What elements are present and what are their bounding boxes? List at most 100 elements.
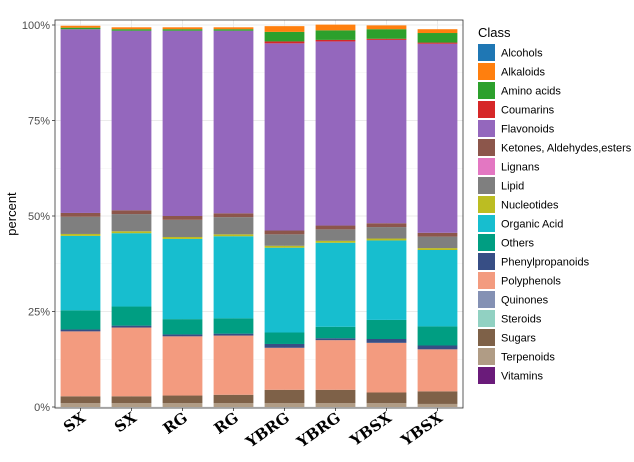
bar-segment [111, 403, 152, 407]
legend-label: Terpenoids [501, 352, 555, 364]
bar-segment [315, 389, 356, 404]
legend-swatch [478, 177, 495, 194]
legend-swatch [478, 139, 495, 156]
legend-label: Lignans [501, 162, 540, 174]
bar-segment [111, 396, 152, 404]
y-axis-title: percent [4, 192, 19, 236]
bar-segment [417, 349, 458, 392]
bar-segment [111, 210, 152, 215]
bar-segment [213, 318, 254, 334]
bar-segment [213, 217, 254, 235]
bar-segment [417, 249, 458, 327]
y-tick-label: 75% [28, 116, 50, 128]
y-tick-label: 0% [34, 402, 50, 414]
legend-label: Sugars [501, 333, 536, 345]
bar-segment [162, 403, 203, 407]
legend-label: Nucleotides [501, 200, 559, 212]
bar-segment [213, 234, 254, 237]
bar-segment [111, 306, 152, 326]
bar-segment [60, 29, 101, 213]
bar-segment [366, 38, 407, 40]
bar-segment [264, 43, 305, 231]
bar-segment [366, 223, 407, 228]
bar-segment [111, 30, 152, 211]
bar-segment [60, 212, 101, 217]
legend-label: Ketones, Aldehydes,esters [501, 143, 632, 155]
legend-swatch [478, 120, 495, 137]
bar-segment [315, 340, 356, 390]
x-tick-label: SX [111, 408, 140, 436]
bar-segment [366, 240, 407, 320]
bar-segment [417, 248, 458, 250]
legend-swatch [478, 63, 495, 80]
bars [60, 24, 458, 407]
bar-segment [315, 338, 356, 341]
bar-segment [264, 389, 305, 404]
bar-segment [366, 238, 407, 241]
bar-segment [315, 41, 356, 226]
bar-segment [162, 30, 203, 217]
legend-swatch [478, 158, 495, 175]
bar-segment [315, 326, 356, 339]
bar-segment [264, 332, 305, 344]
legend-label: Quinones [501, 295, 549, 307]
bar-segment [366, 319, 407, 340]
bar-segment [162, 29, 203, 31]
bar-segment [264, 234, 305, 246]
bar-segment [213, 333, 254, 336]
legend-label: Alkaloids [501, 67, 546, 79]
bar-segment [366, 339, 407, 343]
bar-segment [213, 236, 254, 319]
bar-segment [213, 335, 254, 395]
bar-segment [417, 391, 458, 404]
bar-segment [315, 24, 356, 31]
bar-segment [213, 403, 254, 407]
bar-segment [366, 29, 407, 39]
bar-segment [417, 33, 458, 43]
bar-segment [111, 27, 152, 30]
bar-segment [417, 29, 458, 34]
legend: Class Alcohols Alkaloids Amino acids Coumar… [478, 25, 632, 384]
bar-segment [264, 41, 305, 44]
bar-segment [315, 30, 356, 40]
legend-label: Coumarins [501, 105, 555, 117]
bar-segment [264, 347, 305, 390]
bar-segment [213, 30, 254, 214]
bar-segment [162, 238, 203, 320]
legend-label: Polyphenols [501, 276, 561, 288]
bar-segment [417, 232, 458, 237]
bar-segment [264, 343, 305, 348]
legend-label: Steroids [501, 314, 542, 326]
legend-swatch [478, 310, 495, 327]
bar-segment [60, 396, 101, 404]
bar-segment [264, 230, 305, 235]
legend-swatch [478, 253, 495, 270]
bar-segment [111, 325, 152, 328]
bar-segment [417, 42, 458, 44]
legend-label: Others [501, 238, 535, 250]
legend-swatch [478, 348, 495, 365]
bar-segment [111, 231, 152, 234]
bar-segment [162, 219, 203, 238]
bar-segment [213, 29, 254, 31]
bar-segment [60, 233, 101, 236]
legend-swatch [478, 215, 495, 232]
x-tick-label: SX [60, 408, 89, 436]
legend-swatch [478, 272, 495, 289]
legend-swatch [478, 367, 495, 384]
bar-segment [60, 329, 101, 332]
bar-segment [264, 403, 305, 407]
legend-label: Amino acids [501, 86, 561, 98]
bar-segment [60, 25, 101, 28]
y-tick-label: 25% [28, 307, 50, 319]
bar-segment [213, 27, 254, 30]
bar-segment [60, 235, 101, 311]
x-axis: SX SX RG RG YBRG YBRG YBSX YBSX [60, 408, 446, 452]
legend-label: Organic Acid [501, 219, 563, 231]
bar-segment [111, 29, 152, 31]
legend-title: Class [478, 25, 511, 40]
bar-segment [315, 229, 356, 241]
bar-segment [60, 27, 101, 30]
legend-label: Alcohols [501, 48, 543, 60]
